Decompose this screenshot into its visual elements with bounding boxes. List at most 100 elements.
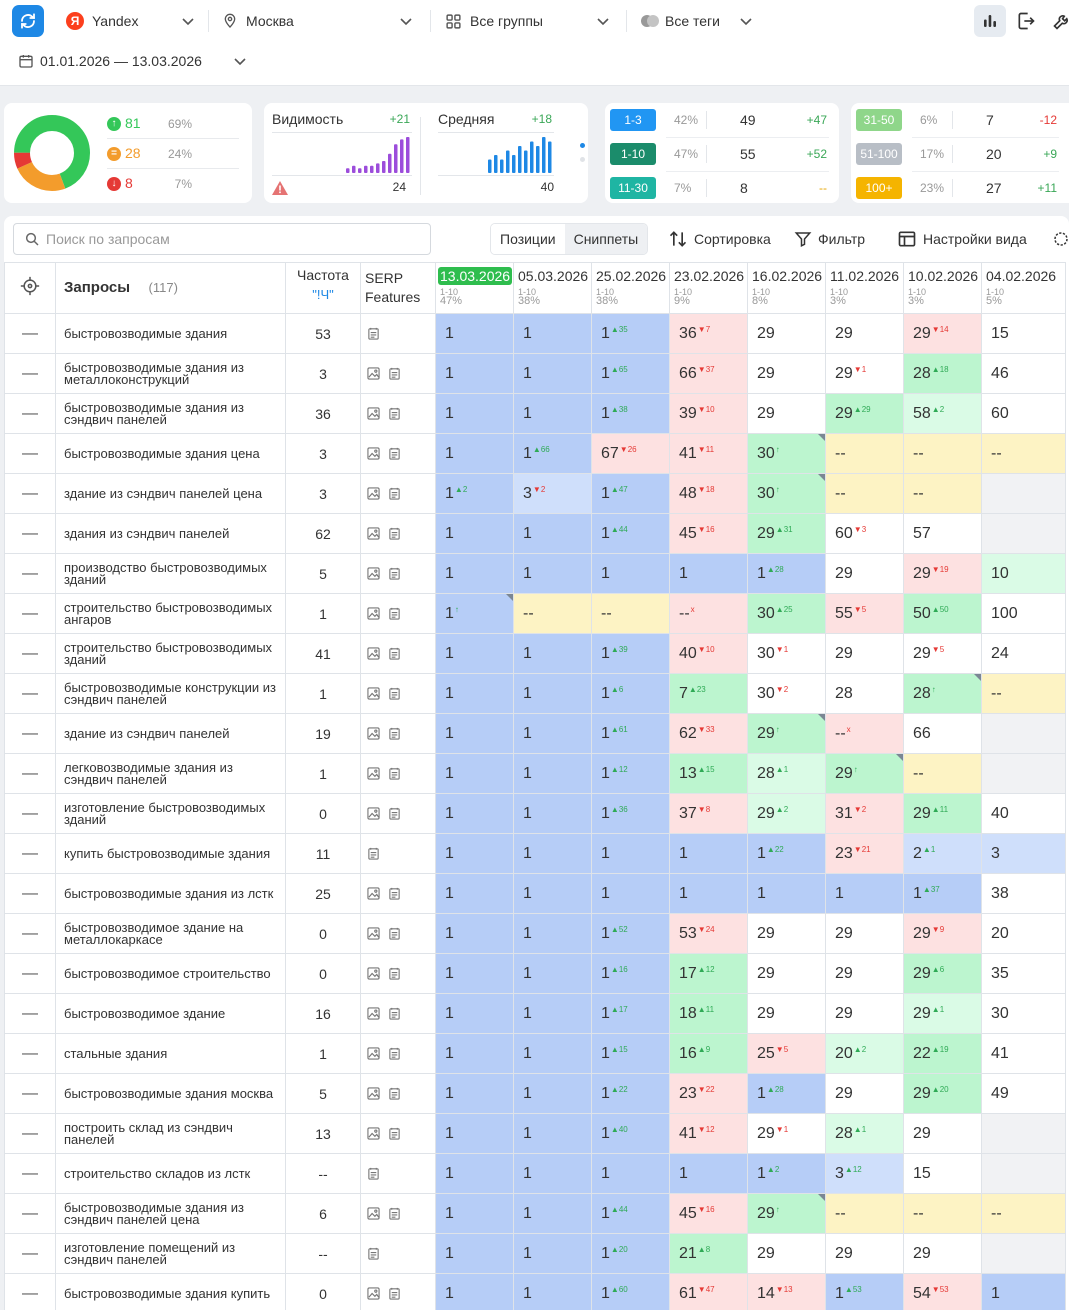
position-cell[interactable]: 1▲2 <box>435 473 514 514</box>
position-cell[interactable]: 18▲11 <box>669 993 748 1034</box>
position-cell[interactable]: 41▼11 <box>669 433 748 474</box>
position-cell[interactable]: 1 <box>435 1113 514 1154</box>
position-cell[interactable]: 29 <box>825 953 904 994</box>
position-cell[interactable]: 1▲28 <box>747 553 826 594</box>
table-row[interactable]: — быстровозводимые здания из металлоконст… <box>4 353 1066 394</box>
position-cell[interactable]: 1 <box>435 1033 514 1074</box>
position-cell[interactable]: 29▲29 <box>825 393 904 434</box>
position-cell[interactable]: 1▲6 <box>591 673 670 714</box>
query-text[interactable]: здание из сэндвич панелей <box>55 713 286 754</box>
position-cell[interactable]: 37▼8 <box>669 793 748 834</box>
table-row[interactable]: — изготовление быстровозводимых зданий 0 1 1… <box>4 793 1066 834</box>
position-cell[interactable]: 1 <box>435 1273 514 1310</box>
query-text[interactable]: быстровозводимое здание <box>55 993 286 1034</box>
position-cell[interactable]: 1 <box>435 353 514 394</box>
position-cell[interactable]: 1▲61 <box>591 713 670 754</box>
position-cell[interactable]: 23▼22 <box>669 1073 748 1114</box>
ranges_right-pill[interactable]: 100+ <box>856 177 902 199</box>
position-cell[interactable]: 1▲20 <box>591 1233 670 1274</box>
position-cell[interactable]: -- <box>981 673 1066 714</box>
row-expand-toggle[interactable]: — <box>4 1233 56 1274</box>
position-cell[interactable]: 39▼10 <box>669 393 748 434</box>
position-cell[interactable]: 29▼1 <box>825 353 904 394</box>
position-cell[interactable]: 29 <box>747 353 826 394</box>
date-column-header[interactable]: 16.02.2026 1-10 8% <box>747 262 826 314</box>
position-cell[interactable]: 28 <box>825 673 904 714</box>
position-cell[interactable]: -- <box>825 473 904 514</box>
position-cell[interactable]: 1 <box>435 753 514 794</box>
position-cell[interactable]: -- <box>903 1193 982 1234</box>
position-cell[interactable]: 1 <box>513 353 592 394</box>
table-row[interactable]: — построить склад из сэндвич панелей 13 1 1 1… <box>4 1113 1066 1154</box>
position-cell[interactable]: 1▲60 <box>591 1273 670 1310</box>
row-expand-toggle[interactable]: — <box>4 993 56 1034</box>
position-cell[interactable]: 1▲35 <box>591 313 670 354</box>
row-expand-toggle[interactable]: — <box>4 873 56 914</box>
position-cell[interactable]: 29▼19 <box>903 553 982 594</box>
position-cell[interactable]: 1▲52 <box>591 913 670 954</box>
ranges_left-pill[interactable]: 1-10 <box>610 143 656 165</box>
position-cell[interactable]: 1 <box>435 433 514 474</box>
row-expand-toggle[interactable]: — <box>4 513 56 554</box>
position-cell[interactable]: 29▼1 <box>747 1113 826 1154</box>
position-cell[interactable]: 1 <box>435 1233 514 1274</box>
position-cell[interactable]: 30↑ <box>747 473 826 514</box>
row-expand-toggle[interactable]: — <box>4 713 56 754</box>
position-cell[interactable]: 29 <box>747 913 826 954</box>
query-text[interactable]: быстровозводимое здание на металлокаркас… <box>55 913 286 954</box>
position-cell[interactable]: 29 <box>903 1233 982 1274</box>
query-text[interactable]: строительство быстровозводимых ангаров <box>55 593 286 634</box>
position-cell[interactable]: 29 <box>747 993 826 1034</box>
query-text[interactable]: здания из сэндвич панелей <box>55 513 286 554</box>
ranges_left-pill[interactable]: 11-30 <box>610 177 656 199</box>
row-expand-toggle[interactable]: — <box>4 473 56 514</box>
search-engine-select[interactable]: Я Yandex <box>66 4 196 38</box>
position-cell[interactable]: 1 <box>435 1073 514 1114</box>
position-cell[interactable]: 38 <box>981 873 1066 914</box>
table-row[interactable]: — здание из сэндвич панелей цена 3 1▲2 3▼2 1▲… <box>4 473 1066 514</box>
ranges_left-pill[interactable]: 1-3 <box>610 109 656 131</box>
table-row[interactable]: — купить быстровозводимые здания 11 1 1 1 1 1▲2… <box>4 833 1066 874</box>
position-cell[interactable]: 20▲2 <box>825 1033 904 1074</box>
position-cell[interactable]: 3▲12 <box>825 1153 904 1194</box>
position-cell[interactable]: 31▼2 <box>825 793 904 834</box>
position-cell[interactable]: 1 <box>591 833 670 874</box>
position-cell[interactable]: 1 <box>513 1073 592 1114</box>
position-cell[interactable]: 40▼10 <box>669 633 748 674</box>
date-column-header[interactable]: 11.02.2026 1-10 3% <box>825 262 904 314</box>
position-cell[interactable]: -- <box>591 593 670 634</box>
position-cell[interactable]: 1 <box>435 913 514 954</box>
table-row[interactable]: — строительство быстровозводимых ангаров 1… <box>4 593 1066 634</box>
position-cell[interactable]: 1 <box>513 913 592 954</box>
position-cell[interactable]: 16▲9 <box>669 1033 748 1074</box>
position-cell[interactable] <box>981 513 1066 554</box>
query-text[interactable]: быстровозводимые здания цена <box>55 433 286 474</box>
position-cell[interactable]: 1▲2 <box>747 1153 826 1194</box>
position-cell[interactable]: 1▲16 <box>591 953 670 994</box>
row-expand-toggle[interactable]: — <box>4 633 56 674</box>
row-expand-toggle[interactable]: — <box>4 1273 56 1310</box>
table-row[interactable]: — быстровозводимое здание 16 1 1 1▲17 18▲11 29 2… <box>4 993 1066 1034</box>
position-cell[interactable]: 29 <box>747 1233 826 1274</box>
row-expand-toggle[interactable]: — <box>4 433 56 474</box>
position-cell[interactable]: -- <box>903 433 982 474</box>
position-cell[interactable]: 28▲1 <box>747 753 826 794</box>
tags-select[interactable]: Все теги <box>640 4 754 38</box>
position-cell[interactable] <box>981 473 1066 514</box>
position-cell[interactable]: 28▲18 <box>903 353 982 394</box>
position-cell[interactable]: 29 <box>825 913 904 954</box>
position-cell[interactable]: 1 <box>591 553 670 594</box>
position-cell[interactable]: 53▼24 <box>669 913 748 954</box>
table-row[interactable]: — быстровозводимое здание на металлокарка… <box>4 913 1066 954</box>
row-expand-toggle[interactable]: — <box>4 753 56 794</box>
position-cell[interactable]: 1▲15 <box>591 1033 670 1074</box>
position-cell[interactable]: 29 <box>825 313 904 354</box>
query-text[interactable]: быстровозводимые здания <box>55 313 286 354</box>
position-cell[interactable]: 13▲15 <box>669 753 748 794</box>
query-text[interactable]: быстровозводимые здания москва <box>55 1073 286 1114</box>
position-cell[interactable]: 1 <box>513 753 592 794</box>
position-cell[interactable]: 29▲31 <box>747 513 826 554</box>
position-cell[interactable]: 1 <box>435 873 514 914</box>
position-cell[interactable]: 45▼16 <box>669 513 748 554</box>
refresh-button[interactable] <box>12 5 44 37</box>
